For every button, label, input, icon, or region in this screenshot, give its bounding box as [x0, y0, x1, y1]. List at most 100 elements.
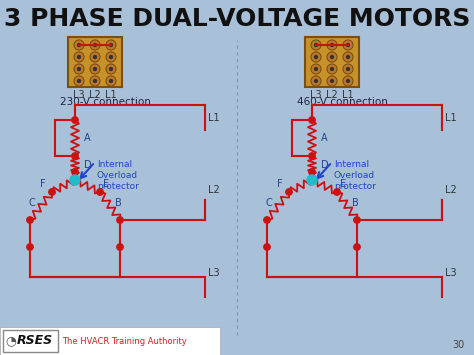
- Text: The HVACR Training Authority: The HVACR Training Authority: [62, 337, 187, 345]
- Text: L3: L3: [73, 90, 85, 100]
- Text: L1: L1: [445, 113, 456, 123]
- Circle shape: [93, 67, 97, 71]
- Text: B: B: [352, 198, 359, 208]
- Circle shape: [328, 65, 337, 73]
- Text: L1: L1: [342, 90, 354, 100]
- Circle shape: [109, 55, 112, 59]
- Circle shape: [72, 153, 78, 159]
- Circle shape: [344, 76, 353, 86]
- Circle shape: [78, 44, 81, 47]
- Circle shape: [346, 80, 349, 82]
- Circle shape: [78, 80, 81, 82]
- Circle shape: [27, 244, 33, 250]
- Circle shape: [328, 53, 337, 61]
- Circle shape: [74, 40, 83, 49]
- Text: 230-V connection: 230-V connection: [60, 97, 150, 107]
- Circle shape: [309, 117, 315, 123]
- Text: Internal
Overload
protector: Internal Overload protector: [334, 160, 376, 191]
- Bar: [0, 327, 220, 355]
- Circle shape: [346, 55, 349, 59]
- Circle shape: [346, 44, 349, 47]
- Circle shape: [328, 76, 337, 86]
- Circle shape: [91, 76, 100, 86]
- Circle shape: [315, 80, 318, 82]
- Circle shape: [307, 175, 317, 185]
- Circle shape: [74, 65, 83, 73]
- Text: Internal
Overload
protector: Internal Overload protector: [97, 160, 139, 191]
- Text: L2: L2: [445, 185, 457, 195]
- Circle shape: [27, 217, 33, 223]
- Circle shape: [311, 53, 320, 61]
- Circle shape: [72, 169, 78, 175]
- Text: L1: L1: [208, 113, 219, 123]
- Text: L2: L2: [208, 185, 220, 195]
- Circle shape: [311, 65, 320, 73]
- Circle shape: [354, 217, 360, 223]
- Text: L2: L2: [326, 90, 338, 100]
- Circle shape: [117, 217, 123, 223]
- Circle shape: [107, 40, 116, 49]
- Circle shape: [344, 40, 353, 49]
- Text: L2: L2: [89, 90, 101, 100]
- Circle shape: [344, 53, 353, 61]
- FancyBboxPatch shape: [68, 37, 122, 87]
- Circle shape: [91, 40, 100, 49]
- Circle shape: [97, 189, 103, 195]
- Circle shape: [91, 53, 100, 61]
- Circle shape: [93, 55, 97, 59]
- Circle shape: [309, 169, 315, 175]
- Circle shape: [72, 117, 78, 123]
- Text: 30: 30: [452, 340, 464, 350]
- Circle shape: [107, 76, 116, 86]
- Text: L3: L3: [445, 268, 456, 278]
- Text: E: E: [103, 179, 109, 189]
- Circle shape: [78, 55, 81, 59]
- Bar: [3, 330, 58, 352]
- Circle shape: [109, 80, 112, 82]
- Circle shape: [330, 55, 334, 59]
- Circle shape: [315, 44, 318, 47]
- Text: B: B: [115, 198, 122, 208]
- Circle shape: [330, 44, 334, 47]
- Circle shape: [70, 175, 80, 185]
- Text: A: A: [84, 133, 91, 143]
- Circle shape: [346, 67, 349, 71]
- Circle shape: [334, 189, 340, 195]
- Text: L3: L3: [310, 90, 322, 100]
- Text: E: E: [340, 179, 346, 189]
- Circle shape: [315, 67, 318, 71]
- Circle shape: [74, 53, 83, 61]
- FancyBboxPatch shape: [305, 37, 359, 87]
- Text: D: D: [84, 160, 91, 170]
- Circle shape: [117, 244, 123, 250]
- Circle shape: [93, 44, 97, 47]
- Text: F: F: [277, 179, 283, 189]
- Circle shape: [78, 67, 81, 71]
- Text: C: C: [266, 198, 273, 208]
- Text: D: D: [321, 160, 328, 170]
- Circle shape: [344, 65, 353, 73]
- Circle shape: [49, 189, 55, 195]
- Text: 460-V connection: 460-V connection: [297, 97, 387, 107]
- Circle shape: [286, 189, 292, 195]
- Circle shape: [309, 153, 315, 159]
- Circle shape: [330, 67, 334, 71]
- Text: ◔: ◔: [5, 334, 16, 348]
- Circle shape: [109, 67, 112, 71]
- Circle shape: [109, 44, 112, 47]
- Text: L1: L1: [105, 90, 117, 100]
- Circle shape: [107, 53, 116, 61]
- Circle shape: [328, 40, 337, 49]
- Circle shape: [330, 80, 334, 82]
- Circle shape: [311, 40, 320, 49]
- Circle shape: [91, 65, 100, 73]
- Circle shape: [311, 76, 320, 86]
- Circle shape: [264, 244, 270, 250]
- Circle shape: [264, 217, 270, 223]
- Text: C: C: [29, 198, 36, 208]
- Text: 3 PHASE DUAL-VOLTAGE MOTORS: 3 PHASE DUAL-VOLTAGE MOTORS: [4, 7, 470, 31]
- Circle shape: [354, 244, 360, 250]
- Text: A: A: [321, 133, 328, 143]
- Circle shape: [107, 65, 116, 73]
- Circle shape: [315, 55, 318, 59]
